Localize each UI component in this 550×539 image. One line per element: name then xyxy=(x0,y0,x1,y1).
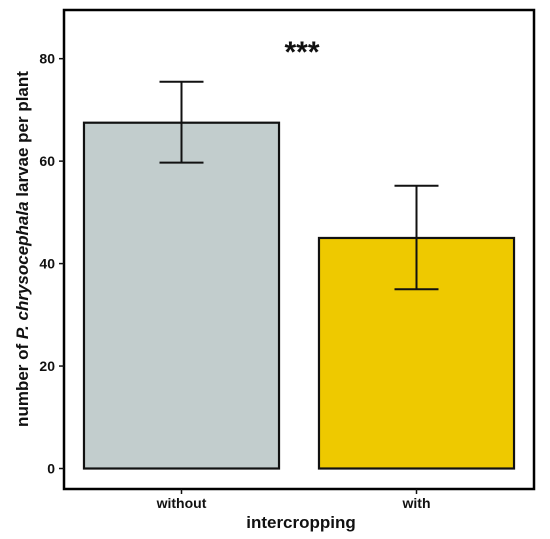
y-tick-label-0: 0 xyxy=(47,461,55,477)
y-tick-label-80: 80 xyxy=(39,51,55,67)
error-bars-layer xyxy=(159,80,439,291)
y-tick-label-60: 60 xyxy=(39,153,55,169)
y-tick-label-20: 20 xyxy=(39,358,55,374)
significance-annotation: *** xyxy=(284,36,319,69)
y-axis-title-species: P. chrysocephala xyxy=(13,201,32,339)
plot-panel-border xyxy=(62,8,536,491)
y-axis: 0 20 40 60 80 xyxy=(39,51,64,477)
y-axis-title: number of P. chrysocephala larvae per pl… xyxy=(13,71,32,427)
x-axis-title: intercropping xyxy=(246,513,356,532)
x-tick-label-without: without xyxy=(156,495,207,511)
x-axis: without with xyxy=(156,489,431,511)
bar-without xyxy=(82,121,281,470)
bars-layer xyxy=(82,121,516,470)
y-axis-title-part-1: number of xyxy=(13,339,32,427)
x-tick-label-with: with xyxy=(402,495,431,511)
y-axis-title-part-3: larvae per plant xyxy=(13,71,32,202)
y-tick-label-40: 40 xyxy=(39,256,55,272)
